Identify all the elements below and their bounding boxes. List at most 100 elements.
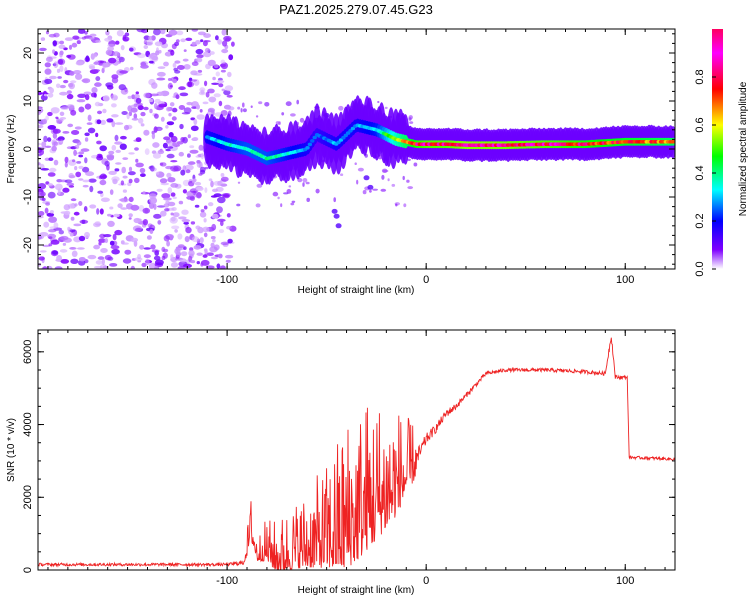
spectrogram-noise-cell bbox=[163, 136, 171, 141]
spectrogram-noise-cell bbox=[215, 71, 220, 77]
spectrogram-noise-cell bbox=[59, 40, 65, 45]
spectrogram-noise-cell bbox=[44, 62, 51, 68]
spectrogram-noise-cell bbox=[70, 198, 77, 202]
spectrogram-noise-cell bbox=[180, 169, 186, 176]
spectrogram-noise-cell bbox=[227, 106, 235, 111]
spectrogram-noise-cell bbox=[183, 107, 192, 114]
spectrogram-noise-cell bbox=[120, 135, 127, 140]
spectrogram-noise-cell bbox=[47, 137, 52, 142]
spectrogram-noise-cell bbox=[73, 70, 82, 75]
spectrogram-noise-cell bbox=[136, 29, 146, 33]
spectrogram-noise-cell bbox=[94, 82, 102, 87]
spectrogram-scatter-cell bbox=[278, 121, 281, 125]
spectrogram-noise-cell bbox=[203, 205, 208, 210]
spectrogram-noise-cell bbox=[92, 53, 98, 58]
spectrogram-noise-cell bbox=[44, 145, 52, 148]
spectrogram-noise-cell bbox=[196, 104, 200, 110]
spectrogram-scatter-cell bbox=[372, 188, 378, 191]
spectrogram-noise-cell bbox=[114, 141, 123, 145]
spectrogram-noise-cell bbox=[175, 39, 180, 43]
spectrogram-scatter-cell bbox=[381, 174, 385, 180]
spectrogram-noise-cell bbox=[143, 247, 151, 250]
spectrogram-noise-cell bbox=[107, 43, 116, 48]
spectrogram-noise-cell bbox=[127, 171, 136, 176]
spectrogram-noise-cell bbox=[200, 39, 204, 43]
spectrogram-noise-cell bbox=[163, 203, 170, 208]
spectrogram-noise-cell bbox=[83, 206, 88, 212]
spectrogram-noise-cell bbox=[148, 36, 153, 40]
spectrogram-scatter-cell bbox=[277, 196, 280, 200]
spectrogram-noise-cell bbox=[121, 111, 128, 115]
spectrogram-noise-cell bbox=[129, 66, 134, 71]
spectrogram-noise-cell bbox=[110, 94, 118, 101]
spectrogram-noise-cell bbox=[180, 251, 188, 257]
spectrogram-noise-cell bbox=[222, 40, 228, 47]
spectrogram-noise-cell bbox=[218, 100, 223, 107]
spectrogram-scatter-cell bbox=[302, 182, 305, 187]
spectrogram-noise-cell bbox=[212, 239, 216, 243]
spectrogram-noise-cell bbox=[190, 221, 196, 225]
spectrogram-noise-cell bbox=[113, 213, 120, 218]
spectrogram-noise-cell bbox=[220, 220, 224, 227]
spectrogram-ridge-core bbox=[670, 140, 675, 144]
spectrogram-noise-cell bbox=[140, 64, 149, 69]
spectrogram-noise-cell bbox=[70, 258, 79, 264]
spectrogram-noise-cell bbox=[81, 219, 86, 224]
spectrogram-noise-cell bbox=[55, 138, 62, 141]
spectrogram-noise-cell bbox=[128, 213, 133, 218]
spectrogram-noise-cell bbox=[109, 240, 115, 246]
spectrogram-noise-cell bbox=[68, 175, 76, 179]
spectrogram-noise-cell bbox=[216, 263, 221, 269]
spectrogram-y-tick-label: 0 bbox=[22, 146, 34, 152]
spectrogram-noise-cell bbox=[174, 41, 180, 47]
spectrogram-noise-cell bbox=[76, 40, 81, 45]
spectrogram-noise-cell bbox=[210, 195, 218, 198]
spectrogram-noise-cell bbox=[107, 220, 115, 227]
spectrogram-scatter-cell bbox=[407, 186, 414, 190]
spectrogram-noise-cell bbox=[50, 107, 60, 114]
spectrogram-scatter-cell bbox=[240, 108, 243, 113]
spectrogram-noise-cell bbox=[128, 196, 134, 203]
spectrogram-noise-cell bbox=[45, 56, 53, 63]
spectrogram-noise-cell bbox=[38, 183, 47, 190]
spectrogram-noise-cell bbox=[185, 37, 193, 41]
spectrogram-noise-cell bbox=[167, 82, 173, 90]
spectrogram-noise-cell bbox=[89, 65, 96, 70]
snr-x-tick-label: -100 bbox=[216, 575, 238, 587]
spectrogram-noise-cell bbox=[154, 259, 164, 266]
spectrogram-scatter-cell bbox=[408, 115, 413, 120]
spectrogram-noise-cell bbox=[167, 177, 176, 183]
spectrogram-noise-cell bbox=[38, 124, 44, 129]
spectrogram-noise-cell bbox=[165, 148, 172, 152]
spectrogram-noise-cell bbox=[149, 93, 159, 97]
spectrogram-noise-cell bbox=[93, 265, 103, 269]
spectrogram-noise-cell bbox=[84, 137, 89, 142]
spectrogram-noise-cell bbox=[52, 40, 57, 47]
spectrogram-noise-cell bbox=[102, 108, 107, 114]
spectrogram-noise-cell bbox=[42, 266, 48, 269]
spectrogram-noise-cell bbox=[148, 60, 154, 64]
spectrogram-noise-cell bbox=[48, 236, 53, 240]
spectrogram-noise-cell bbox=[40, 37, 46, 41]
colorbar: 0.0 0.2 0.4 0.6 0.8 Normalized spectral ampl… bbox=[694, 29, 749, 277]
spectrogram-noise-cell bbox=[166, 146, 174, 149]
spectrogram-noise-cell bbox=[114, 229, 123, 236]
spectrogram-noise-cell bbox=[104, 238, 109, 244]
spectrogram-feature-cell bbox=[363, 175, 370, 181]
spectrogram-noise-cell bbox=[199, 237, 204, 244]
spectrogram-noise-cell bbox=[228, 54, 234, 61]
spectrogram-noise-cell bbox=[104, 160, 110, 167]
spectrogram-scatter-cell bbox=[413, 162, 418, 167]
spectrogram-noise-cell bbox=[122, 36, 130, 42]
spectrogram-noise-cell bbox=[157, 220, 162, 225]
spectrogram-noise-cell bbox=[220, 69, 226, 73]
spectrogram-noise-cell bbox=[161, 246, 166, 252]
spectrogram-noise-cell bbox=[38, 256, 45, 261]
spectrogram-noise-cell bbox=[114, 168, 120, 172]
spectrogram-noise-cell bbox=[120, 45, 125, 51]
spectrogram-noise-cell bbox=[92, 69, 101, 72]
spectrogram-scatter-cell bbox=[286, 189, 292, 194]
spectrogram-noise-cell bbox=[217, 218, 226, 222]
spectrogram-noise-cell bbox=[144, 148, 150, 156]
spectrogram-noise-cell bbox=[143, 45, 149, 49]
